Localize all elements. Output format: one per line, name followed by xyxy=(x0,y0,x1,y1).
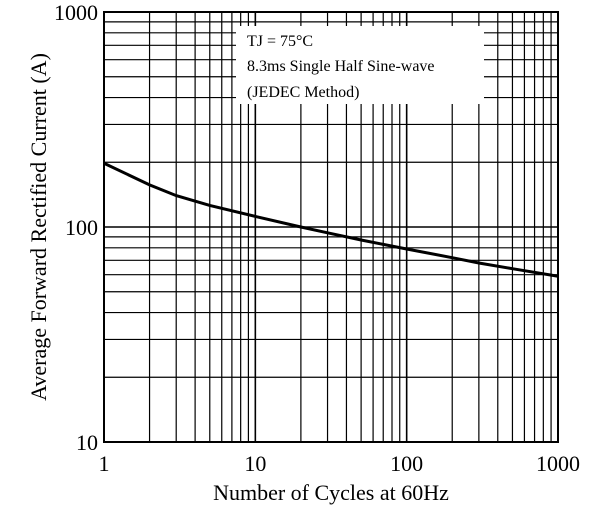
y-tick-label: 100 xyxy=(65,215,98,240)
x-tick-label: 1000 xyxy=(536,451,580,476)
x-axis-label: Number of Cycles at 60Hz xyxy=(213,480,449,505)
x-tick-label: 100 xyxy=(390,451,423,476)
y-tick-labels: 10 100 1000 xyxy=(54,0,98,455)
series-points xyxy=(104,163,558,276)
annotation-box xyxy=(236,26,484,104)
plot-frame xyxy=(103,11,559,443)
x-tick-label: 1 xyxy=(99,451,110,476)
y-tick-label: 1000 xyxy=(54,0,98,25)
y-axis-label: Average Forward Rectified Current (A) xyxy=(26,53,51,401)
y-tick-label: 10 xyxy=(76,430,98,455)
x-tick-labels: 1 10 100 1000 xyxy=(99,451,581,476)
series-line xyxy=(103,161,559,278)
x-tick-label: 10 xyxy=(244,451,266,476)
annotation-line-3: (JEDEC Method) xyxy=(247,84,359,101)
annotation-line-2: 8.3ms Single Half Sine-wave xyxy=(247,58,435,75)
annotation-line-1: TJ = 75°C xyxy=(247,33,313,50)
